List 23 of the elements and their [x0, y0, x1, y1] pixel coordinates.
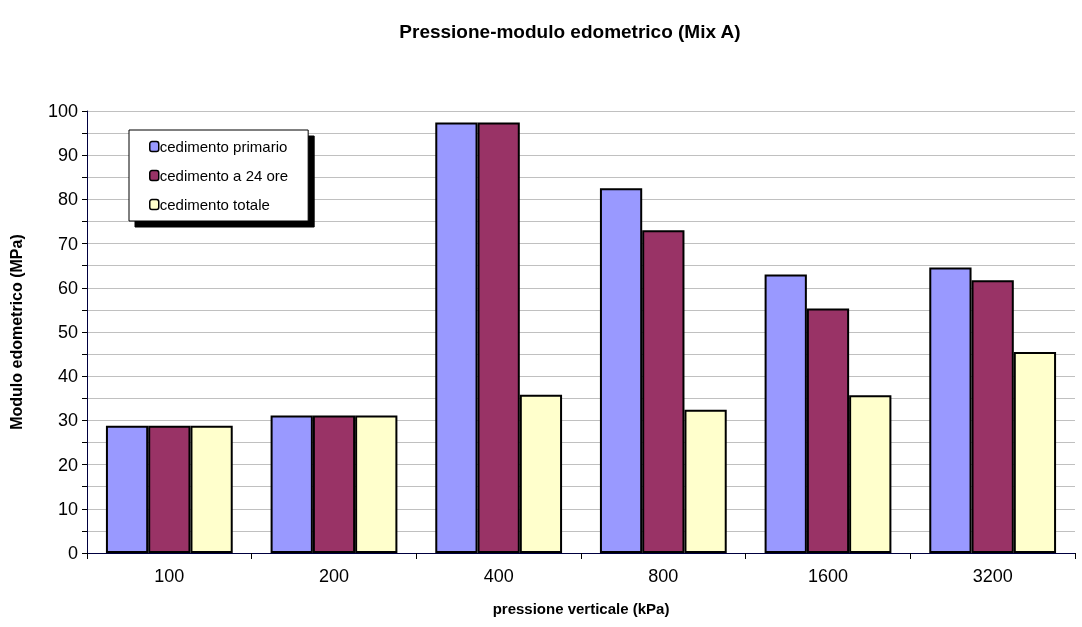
y-tick-label: 80	[57, 189, 78, 210]
y-tick-label: 0	[67, 543, 78, 563]
y-tick-label: 30	[57, 410, 78, 431]
legend-label: cedimento a 24 ore	[159, 167, 289, 184]
chart-title: Pressione-modulo edometrico (Mix A)	[399, 21, 741, 42]
y-tick-label: 90	[57, 145, 78, 166]
y-tick-label: 60	[57, 277, 78, 298]
legend-label: cedimento totale	[159, 196, 270, 213]
x-tick-label: 100	[154, 566, 185, 586]
x-tick-label: 800	[648, 566, 679, 586]
y-tick-label: 40	[57, 366, 78, 387]
x-tick-label: 3200	[972, 566, 1013, 586]
y-tick-label: 10	[57, 498, 78, 519]
y-axis-title: Modulo edometrico (MPa)	[7, 234, 25, 430]
x-tick-label: 400	[483, 566, 514, 586]
y-tick-label: 50	[57, 322, 78, 342]
y-tick-label: 70	[57, 233, 78, 254]
y-tick-label: 20	[57, 454, 78, 475]
x-axis-title: pressione verticale (kPa)	[492, 600, 670, 617]
x-tick-label: 200	[318, 566, 350, 586]
y-tick-label: 100	[47, 101, 78, 121]
legend-label: cedimento primario	[159, 138, 288, 155]
x-tick-label: 1600	[807, 566, 849, 586]
